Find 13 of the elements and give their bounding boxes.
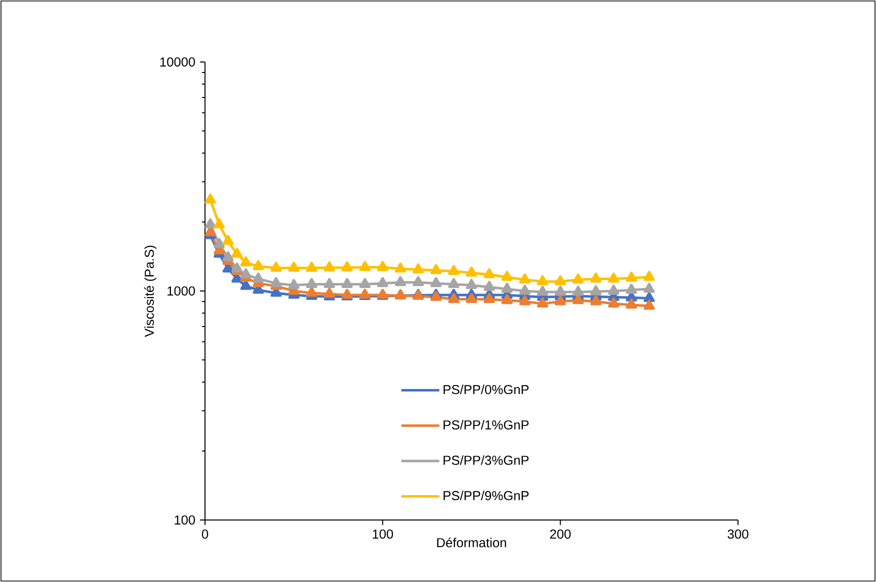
x-tick-label: 100 — [372, 530, 394, 539]
x-tick-label: 300 — [728, 530, 748, 539]
x-axis-title: Déformation — [437, 538, 506, 548]
legend-label: PS/PP/9%GnP — [444, 490, 529, 500]
legend-label: PS/PP/1%GnP — [444, 420, 529, 430]
y-tick-label: 100 — [174, 515, 195, 525]
legend-label: PS/PP/0%GnP — [444, 384, 529, 394]
x-tick-label: 0 — [202, 530, 208, 539]
legend-label: PS/PP/3%GnP — [444, 455, 529, 465]
y-tick-label: 10000 — [160, 57, 195, 67]
x-tick-label: 200 — [550, 530, 571, 539]
y-tick-label: 1000 — [168, 286, 195, 296]
y-axis-title: Viscosité (Pa.S) — [144, 246, 156, 338]
